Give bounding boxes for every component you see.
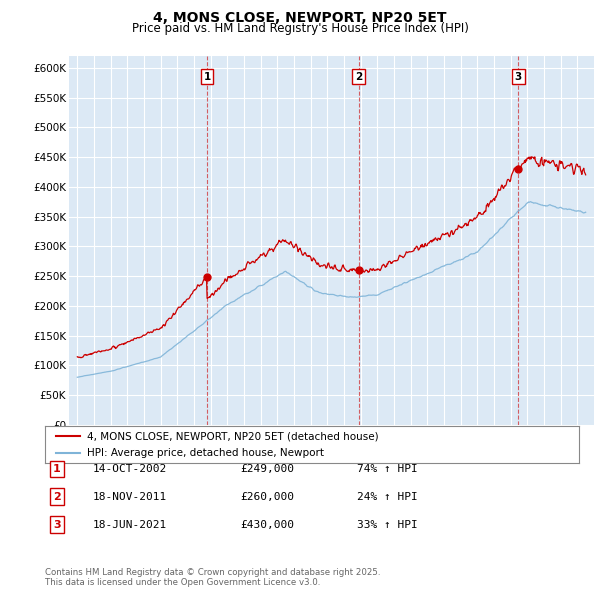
Text: 33% ↑ HPI: 33% ↑ HPI	[357, 520, 418, 529]
Text: 24% ↑ HPI: 24% ↑ HPI	[357, 492, 418, 502]
Text: 14-OCT-2002: 14-OCT-2002	[93, 464, 167, 474]
Text: 3: 3	[515, 72, 522, 82]
Text: 4, MONS CLOSE, NEWPORT, NP20 5ET (detached house): 4, MONS CLOSE, NEWPORT, NP20 5ET (detach…	[86, 431, 378, 441]
Text: Contains HM Land Registry data © Crown copyright and database right 2025.
This d: Contains HM Land Registry data © Crown c…	[45, 568, 380, 587]
Text: 1: 1	[203, 72, 211, 82]
Text: 2: 2	[355, 72, 362, 82]
Text: 2: 2	[53, 492, 61, 502]
Text: Price paid vs. HM Land Registry's House Price Index (HPI): Price paid vs. HM Land Registry's House …	[131, 22, 469, 35]
Text: £260,000: £260,000	[240, 492, 294, 502]
Text: HPI: Average price, detached house, Newport: HPI: Average price, detached house, Newp…	[86, 448, 323, 458]
Text: 1: 1	[53, 464, 61, 474]
Text: 18-NOV-2011: 18-NOV-2011	[93, 492, 167, 502]
Text: £430,000: £430,000	[240, 520, 294, 529]
Text: 3: 3	[53, 520, 61, 529]
Text: £249,000: £249,000	[240, 464, 294, 474]
Text: 74% ↑ HPI: 74% ↑ HPI	[357, 464, 418, 474]
Text: 18-JUN-2021: 18-JUN-2021	[93, 520, 167, 529]
Text: 4, MONS CLOSE, NEWPORT, NP20 5ET: 4, MONS CLOSE, NEWPORT, NP20 5ET	[153, 11, 447, 25]
